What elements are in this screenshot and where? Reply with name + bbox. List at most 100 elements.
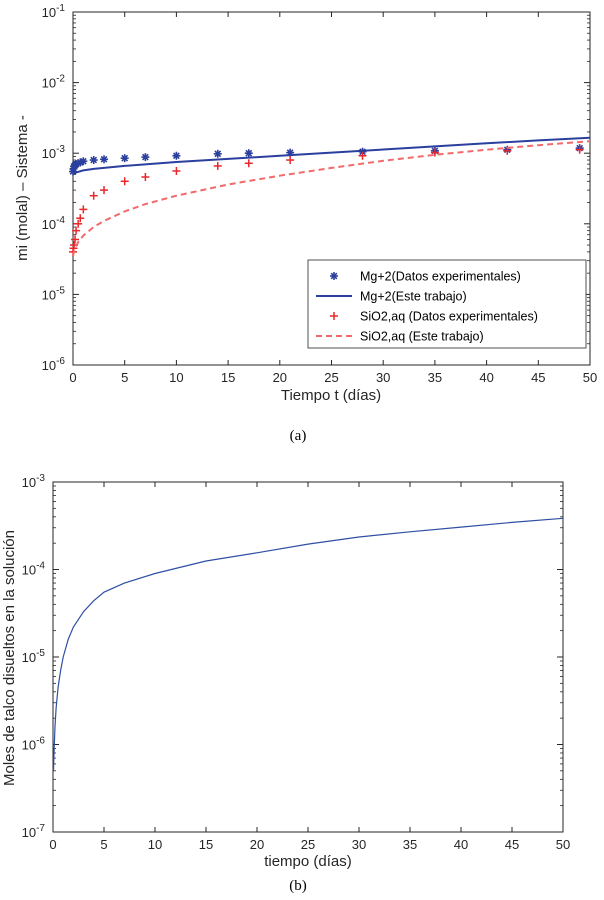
panel-a-ytick-exponent: -6 (56, 356, 65, 367)
panel-b-ytick-label: 10-6 (22, 736, 46, 753)
panel-a-ytick-exponent: -3 (56, 144, 65, 155)
panel-a-ytick-label: 10-2 (42, 74, 66, 91)
panel-a-legend-entry-2: SiO2,aq (Datos experimentales) (330, 310, 538, 324)
panel-a-series-0-point (172, 151, 181, 160)
panel-a-xtick-label: 45 (531, 370, 545, 385)
panel-b-ytick-base: 10 (22, 825, 36, 840)
panel-a-ytick-base: 10 (42, 76, 56, 91)
panel-b-ytick-label: 10-5 (22, 648, 46, 665)
panel-b-ytick-exponent: -3 (36, 473, 45, 484)
panel-a-chart: 0 5 10 15 20 25 30 35 40 45 5010-610-510-410-310-2… (14, 3, 597, 404)
panel-b-xtick-label: 5 (100, 837, 107, 852)
panel-b-ytick-exponent: -4 (36, 561, 45, 572)
panel-a-series-0-point (141, 153, 150, 162)
panel-b-ytick-label: 10-4 (22, 561, 46, 578)
panel-a-series-2-point (575, 145, 584, 154)
panel-b-plot-area (52, 481, 564, 833)
panel-b-xtick-label: 30 (352, 837, 366, 852)
panel-a-series-2-point (74, 219, 83, 228)
panel-a-xtick-label: 40 (479, 370, 493, 385)
panel-b-xtick-label: 20 (250, 837, 264, 852)
panel-a-legend-entry-3: SiO2,aq (Este trabajo) (316, 330, 484, 344)
panel-b-ytick-base: 10 (22, 563, 36, 578)
panel-a-series-2-point (244, 159, 253, 168)
panel-a-series-2-point (430, 148, 439, 157)
panel-a-series-0-point (120, 154, 129, 163)
panel-a-xtick-label: 0 (69, 370, 76, 385)
panel-b-xtick-label: 45 (505, 837, 519, 852)
panel-a-legend-label: SiO2,aq (Este trabajo) (360, 330, 484, 344)
panel-a-legend: Mg+2(Datos experimentales) Mg+2(Este trab… (307, 259, 587, 349)
panel-b-ylabel: Moles de talco disueltos en la solución (1, 530, 18, 786)
panel-a-xtick-label: 25 (324, 370, 338, 385)
panel-a-legend-label: SiO2,aq (Datos experimentales) (360, 310, 538, 324)
panel-a-series-2-point (286, 156, 295, 165)
panel-b-caption: (b) (289, 878, 307, 894)
panel-a-legend-entry-1: Mg+2(Este trabajo) (316, 290, 467, 304)
panel-a-ytick-label: 10-5 (42, 285, 66, 302)
panel-a-series-0-point (244, 149, 253, 158)
panel-a-ytick-base: 10 (42, 287, 56, 302)
panel-b-ytick-exponent: -6 (36, 736, 45, 747)
panel-a-xtick-label: 5 (121, 370, 128, 385)
panel-a-ticks: 0 5 10 15 20 25 30 35 40 45 5010-610-510-410-310-2… (42, 3, 598, 385)
panel-b-xtick-label: 15 (199, 837, 213, 852)
panel-a-series-2-point (72, 226, 81, 235)
panel-b-ytick-exponent: -5 (36, 648, 45, 659)
panel-a-ytick-base: 10 (42, 146, 56, 161)
panel-a-legend-box (307, 259, 587, 349)
panel-a-series-line-1 (72, 136, 591, 175)
panel-a-series-0-point (213, 149, 222, 158)
panel-a-series-2-point (120, 177, 129, 186)
panel-b-xtick-label: 50 (556, 837, 570, 852)
panel-a-ytick-label: 10-6 (42, 356, 66, 373)
panel-a-series-0-point (100, 155, 109, 164)
panel-a-xtick-label: 20 (273, 370, 287, 385)
panel-b-ytick-label: 10-7 (22, 823, 46, 840)
panel-a-legend-entry-0: Mg+2(Datos experimentales) (330, 270, 521, 284)
panel-b-chart: 0 5 10 15 20 25 30 35 40 45 5010-710-610-510-410-3… (1, 473, 570, 870)
panel-b-ytick-base: 10 (22, 475, 36, 490)
panel-a-series-2-point (358, 151, 367, 160)
panel-a-ytick-exponent: -2 (56, 74, 65, 85)
panel-a-ytick-exponent: -4 (56, 215, 65, 226)
panel-a-series-2-point (172, 166, 181, 175)
panel-a-ytick-base: 10 (42, 217, 56, 232)
panel-a-series-2-point (79, 205, 88, 214)
panel-a-series-0-point (89, 156, 98, 165)
panel-a-ytick-label: 10-1 (42, 3, 66, 20)
panel-a-series-2-point (76, 214, 85, 223)
panel-a-ytick-label: 10-3 (42, 144, 66, 161)
panel-a-series-2-point (141, 173, 150, 182)
panel-a-xtick-label: 10 (169, 370, 183, 385)
panel-a-xtick-label: 15 (221, 370, 235, 385)
panel-a-series-2-point (71, 235, 80, 244)
panel-a-legend-label: Mg+2(Datos experimentales) (360, 270, 521, 284)
panel-b-xtick-label: 40 (454, 837, 468, 852)
panel-b-ytick-exponent: -7 (36, 823, 45, 834)
panel-b-xtick-label: 10 (148, 837, 162, 852)
panel-b-ytick-base: 10 (22, 738, 36, 753)
panel-a-series-0-point (79, 157, 88, 166)
panel-b-series-line-0 (52, 517, 564, 771)
panel-a-series (69, 136, 591, 257)
panel-a-ytick-exponent: -5 (56, 285, 65, 296)
panel-b-xlabel: tiempo (días) (264, 853, 352, 870)
panel-a-legend-marker (330, 272, 338, 280)
panel-a-series-2-point (89, 191, 98, 200)
panel-a-ytick-exponent: -1 (56, 3, 65, 14)
panel-b-xtick-label: 35 (403, 837, 417, 852)
panel-b-ytick-base: 10 (22, 650, 36, 665)
panel-b-ytick-label: 10-3 (22, 473, 46, 490)
panel-b-xtick-label: 0 (49, 837, 56, 852)
panel-a-legend-label: Mg+2(Este trabajo) (360, 290, 467, 304)
panel-a-series-line-3 (72, 140, 591, 257)
panel-a-series-2-point (213, 161, 222, 170)
panel-a-ylabel: mi (molal) – Sistema - (14, 115, 31, 261)
panel-a-xlabel: Tiempo t (días) (281, 387, 381, 404)
panel-a-ytick-label: 10-4 (42, 215, 66, 232)
panel-a-ytick-base: 10 (42, 358, 56, 373)
panel-b-xtick-label: 25 (301, 837, 315, 852)
